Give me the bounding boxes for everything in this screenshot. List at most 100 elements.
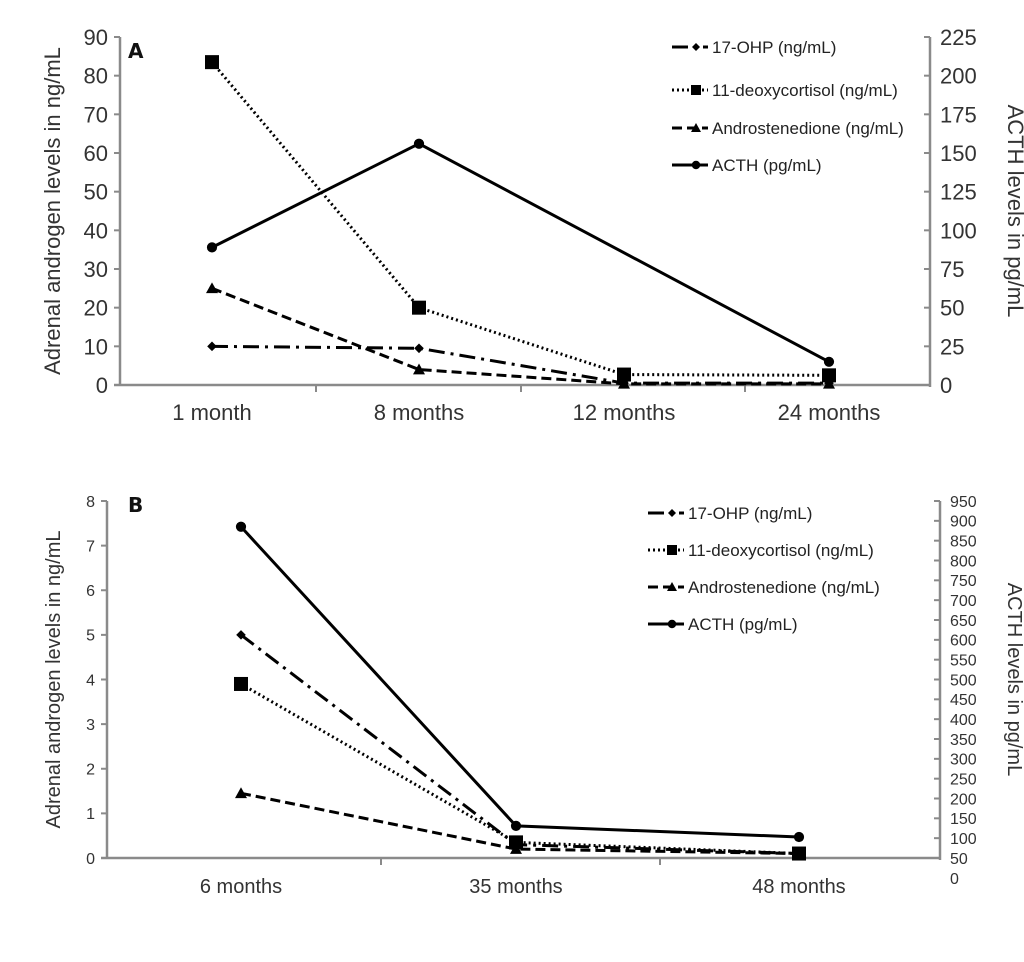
panel-label: A — [128, 39, 144, 63]
right-tick-label: 900 — [950, 514, 977, 531]
y-axis-label: Adrenal androgen levels in ng/mL — [40, 47, 65, 375]
right-tick-label: 700 — [950, 593, 977, 610]
marker-circle — [413, 138, 425, 149]
left-tick-label: 8 — [86, 494, 95, 511]
panel-label: B — [128, 493, 143, 517]
marker-triangle — [691, 123, 701, 132]
legend-label: 11-deoxycortisol (ng/mL) — [688, 541, 874, 560]
series-11-deoxycortisol — [205, 55, 836, 383]
right-tick-label: 175 — [940, 102, 977, 127]
series-11-deoxycortisol — [234, 676, 806, 861]
x-tick-label: 48 months — [752, 876, 845, 898]
x-tick-label: 12 months — [573, 400, 676, 425]
series-line — [239, 525, 800, 839]
series-acth — [206, 138, 835, 367]
y2-axis-label: ACTH levels in pg/mL — [1003, 105, 1024, 318]
marker-triangle — [667, 582, 677, 591]
marker-square — [822, 368, 836, 383]
marker-circle — [823, 356, 835, 367]
legend-label: Androstenedione (ng/mL) — [688, 578, 880, 597]
right-tick-label: 225 — [940, 25, 977, 50]
left-tick-label: 80 — [84, 64, 108, 89]
legend-item: 11-deoxycortisol (ng/mL) — [672, 81, 898, 100]
marker-diamond — [414, 343, 424, 354]
right-tick-label: 500 — [950, 672, 977, 689]
marker-triangle — [793, 847, 805, 859]
right-tick-label: 150 — [940, 141, 977, 166]
right-tick-label: 50 — [950, 851, 968, 868]
left-tick-label: 10 — [84, 334, 108, 359]
series-line — [210, 61, 830, 377]
series-acth — [235, 521, 805, 843]
legend-item: ACTH (pg/mL) — [648, 615, 798, 634]
series-line — [211, 344, 829, 385]
left-tick-label: 2 — [86, 762, 95, 779]
x-tick-label: 1 month — [172, 400, 252, 425]
legend-item: 17-OHP (ng/mL) — [648, 504, 812, 523]
x-tick-label: 24 months — [778, 400, 881, 425]
right-tick-label: 200 — [940, 64, 977, 89]
series-17-ohp — [207, 341, 834, 388]
y2-axis-label: ACTH levels in pg/mL — [1003, 583, 1024, 776]
left-tick-label: 70 — [84, 102, 108, 127]
x-tick-label: 35 months — [469, 876, 562, 898]
marker-diamond — [207, 341, 217, 352]
x-tick-label: 8 months — [374, 400, 465, 425]
legend-label: ACTH (pg/mL) — [712, 156, 822, 175]
y-axis-label: Adrenal androgen levels in ng/mL — [43, 531, 65, 829]
marker-circle — [793, 831, 805, 843]
legend-label: 17-OHP (ng/mL) — [712, 38, 836, 57]
legend-label: ACTH (pg/mL) — [688, 615, 798, 634]
marker-triangle — [235, 787, 247, 799]
series-androstenedione — [235, 787, 805, 859]
marker-diamond — [236, 630, 246, 640]
marker-circle — [510, 820, 522, 831]
series-line — [240, 633, 800, 856]
series-line — [240, 682, 800, 856]
left-tick-label: 4 — [86, 672, 95, 689]
right-tick-label: 250 — [950, 771, 977, 788]
left-tick-label: 90 — [84, 25, 108, 50]
marker-triangle — [206, 282, 218, 294]
marker-square — [509, 835, 523, 850]
left-tick-label: 7 — [86, 538, 95, 555]
marker-triangle — [510, 843, 522, 854]
chart-panel-a: 0 10 20 30 40 50 60 70 80 90 0 25 50 75 100 125 150 175 20… — [40, 25, 1024, 425]
left-tick-label: 20 — [84, 296, 108, 321]
left-tick-label: 40 — [84, 218, 108, 243]
right-tick-label: 850 — [950, 533, 977, 550]
legend-item: 11-deoxycortisol (ng/mL) — [648, 541, 874, 560]
marker-square — [234, 676, 248, 691]
series-androstenedione — [206, 282, 835, 389]
marker-diamond — [692, 43, 700, 51]
marker-circle — [206, 242, 218, 253]
left-tick-label: 60 — [84, 141, 108, 166]
series-line — [211, 142, 830, 364]
marker-square — [667, 545, 677, 555]
right-tick-label: 350 — [950, 732, 977, 749]
right-tick-label: 125 — [940, 180, 977, 205]
right-tick-label: 100 — [940, 218, 977, 243]
right-tick-label: 100 — [950, 831, 977, 848]
right-tick-label: 25 — [940, 334, 964, 359]
left-tick-label: 5 — [86, 628, 95, 645]
left-tick-label: 50 — [84, 180, 108, 205]
marker-diamond — [668, 509, 676, 517]
marker-square — [412, 300, 426, 315]
legend-item: Androstenedione (ng/mL) — [648, 578, 880, 597]
left-tick-label: 0 — [96, 373, 108, 398]
chart-panel-b: 0123456785010015020025030035040045050055… — [43, 493, 1024, 898]
left-tick-label: 6 — [86, 583, 95, 600]
legend-label: Androstenedione (ng/mL) — [712, 119, 904, 138]
left-tick-label: 0 — [86, 851, 95, 868]
marker-triangle — [618, 377, 630, 389]
right-tick-label: 800 — [950, 553, 977, 570]
right-tick-label: 0 — [940, 373, 952, 398]
right-tick-label: 150 — [950, 811, 977, 828]
marker-triangle — [823, 377, 835, 389]
legend-item: 17-OHP (ng/mL) — [672, 38, 836, 57]
right-tick-label: 450 — [950, 692, 977, 709]
right-tick-label: 600 — [950, 633, 977, 650]
marker-square — [617, 367, 631, 382]
right-tick-label: 750 — [950, 573, 977, 590]
